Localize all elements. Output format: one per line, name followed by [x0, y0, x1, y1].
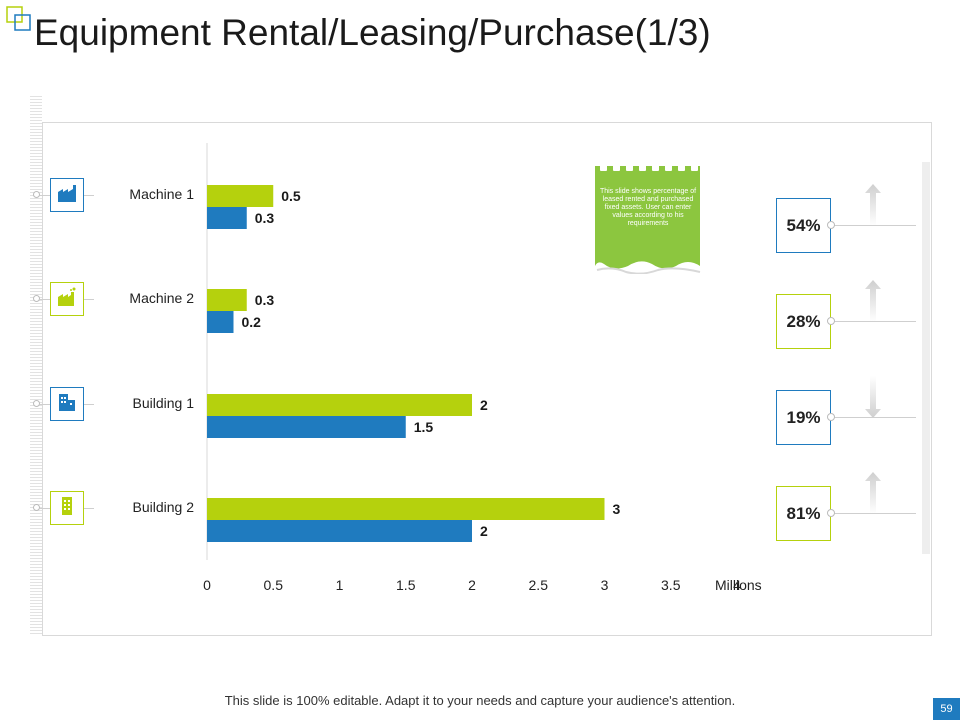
category-icon-box: [50, 387, 84, 421]
connector-dot: [33, 191, 40, 198]
connector-line: [832, 321, 916, 322]
page-title: Equipment Rental/Leasing/Purchase(1/3): [34, 12, 711, 53]
connector-dot: [827, 221, 835, 229]
footer-text: This slide is 100% editable. Adapt it to…: [224, 693, 736, 708]
x-tick-label: 4: [733, 577, 741, 593]
x-tick-label: 1.5: [396, 577, 416, 593]
decorative-rail: [922, 162, 930, 554]
arrow-down-icon: [865, 376, 881, 423]
decorative-stripe: [30, 96, 42, 636]
percentage-box: 54%: [776, 198, 831, 253]
bar-blue-2: [207, 416, 406, 438]
percentage-box: 19%: [776, 390, 831, 445]
connector-line: [40, 195, 50, 196]
office-building-icon: [56, 495, 78, 522]
data-label: 0.2: [242, 314, 262, 330]
x-tick-label: 1: [336, 577, 344, 593]
data-label: 0.3: [255, 292, 275, 308]
x-axis-title: Millions: [715, 577, 762, 593]
arrow-up-icon: [865, 472, 881, 519]
percentage-value: 81%: [786, 503, 821, 523]
bar-green-3: [207, 498, 605, 520]
buildings-icon: [56, 391, 78, 418]
corner-decoration: [6, 6, 31, 31]
bar-green-1: [207, 289, 247, 311]
category-label: Building 1: [132, 395, 195, 411]
connector-line: [832, 417, 916, 418]
category-icon-box: [50, 282, 84, 316]
connector-line: [40, 404, 50, 405]
connector-line: [832, 513, 916, 514]
category-label: Building 2: [132, 499, 195, 515]
x-tick-label: 0: [203, 577, 211, 593]
data-label: 1.5: [414, 419, 434, 435]
page-number: 59: [933, 698, 960, 720]
x-tick-label: 2: [468, 577, 476, 593]
bar-blue-1: [207, 311, 234, 333]
percentage-value: 54%: [786, 215, 821, 235]
data-label: 2: [480, 397, 488, 413]
percentage-box: 81%: [776, 486, 831, 541]
connector-line: [40, 508, 50, 509]
data-label: 0.5: [281, 188, 301, 204]
connector-line: [40, 299, 50, 300]
connector-dot: [33, 400, 40, 407]
connector-dot: [827, 317, 835, 325]
bar-green-2: [207, 394, 472, 416]
bar-blue-0: [207, 207, 247, 229]
category-icon-box: [50, 491, 84, 525]
data-label: 0.3: [255, 210, 275, 226]
bar-green-0: [207, 185, 274, 207]
bar-blue-3: [207, 520, 472, 542]
connector-line: [84, 508, 94, 509]
note-text: This slide shows percentage of leased re…: [599, 188, 697, 227]
x-tick-label: 3.5: [661, 577, 681, 593]
connector-dot: [33, 504, 40, 511]
connector-line: [84, 404, 94, 405]
connector-dot: [827, 509, 835, 517]
data-label: 3: [613, 501, 621, 517]
x-tick-label: 2.5: [529, 577, 549, 593]
percentage-value: 28%: [786, 311, 821, 331]
category-label: Machine 2: [129, 290, 194, 306]
factory-icon: [56, 182, 78, 209]
category-icon-box: [50, 178, 84, 212]
connector-line: [84, 299, 94, 300]
connector-line: [832, 225, 916, 226]
data-label: 2: [480, 523, 488, 539]
industry-icon: [56, 286, 78, 313]
percentage-value: 19%: [786, 407, 821, 427]
connector-dot: [827, 413, 835, 421]
percentage-box: 28%: [776, 294, 831, 349]
arrow-up-icon: [865, 280, 881, 327]
connector-line: [84, 195, 94, 196]
x-tick-label: 0.5: [264, 577, 284, 593]
sticky-note: [595, 163, 701, 274]
arrow-up-icon: [865, 184, 881, 231]
category-label: Machine 1: [129, 186, 194, 202]
connector-dot: [33, 295, 40, 302]
x-tick-label: 3: [601, 577, 609, 593]
